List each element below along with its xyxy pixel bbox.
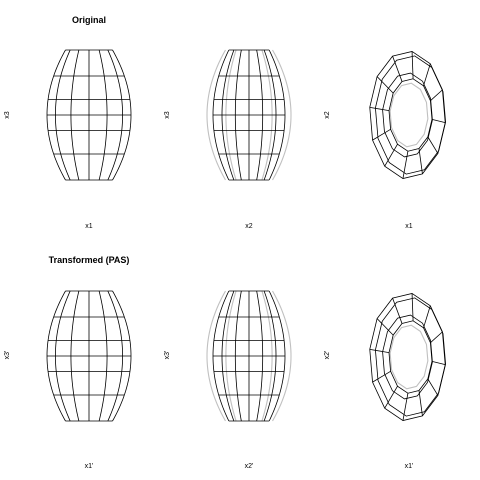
polygon-ring-0 bbox=[370, 293, 445, 420]
y-axis-label: x3' bbox=[4, 351, 11, 360]
panel-original-x2-x3: x2 x3 bbox=[164, 50, 291, 230]
panel-transformed-x1-x2: x1' x2' bbox=[324, 293, 446, 470]
radial-spoke-5 bbox=[419, 149, 422, 174]
x-axis-label: x1' bbox=[85, 463, 94, 470]
x-axis-label: x1 bbox=[405, 223, 413, 230]
radial-spoke-6 bbox=[403, 393, 408, 420]
barrel-side-wireframe bbox=[47, 291, 131, 421]
polygon-ring-0 bbox=[370, 51, 445, 178]
barrel-front-wireframe bbox=[207, 291, 291, 421]
barrel-side-wireframe bbox=[47, 50, 131, 180]
inner-hidden-ring bbox=[390, 325, 428, 389]
panel-transformed-x2-x3: x2' x3' bbox=[164, 291, 291, 470]
radial-spoke-7 bbox=[385, 144, 398, 166]
radial-spoke-2 bbox=[430, 332, 442, 343]
y-axis-label: x3' bbox=[164, 351, 171, 360]
radial-spoke-3 bbox=[432, 119, 445, 122]
radial-spoke-3 bbox=[432, 361, 445, 364]
y-axis-label: x3 bbox=[164, 111, 171, 119]
radial-spoke-9 bbox=[370, 349, 389, 352]
section-title-original: Original bbox=[72, 15, 106, 25]
x-axis-label: x2 bbox=[245, 223, 253, 230]
barrel-top-wireframe bbox=[370, 51, 446, 178]
x-axis-label: x1 bbox=[85, 223, 93, 230]
polygon-ring-3 bbox=[389, 79, 432, 151]
barrel-front-wireframe bbox=[207, 50, 291, 180]
radial-spoke-4 bbox=[428, 137, 438, 154]
y-axis-label: x3 bbox=[4, 111, 11, 119]
radial-spoke-7 bbox=[385, 386, 398, 408]
panel-original-x1-x3: x1 x3 bbox=[4, 50, 131, 230]
radial-spoke-9 bbox=[370, 107, 389, 110]
radial-spoke-2 bbox=[430, 90, 442, 101]
panel-transformed-x1-x3: x1' x3' bbox=[4, 291, 131, 470]
barrel-top-wireframe bbox=[370, 293, 446, 420]
radial-spoke-5 bbox=[419, 391, 422, 416]
y-axis-label: x2' bbox=[324, 351, 331, 360]
radial-spoke-6 bbox=[403, 151, 408, 178]
x-axis-label: x1' bbox=[405, 463, 414, 470]
inner-hidden-ring bbox=[390, 83, 428, 147]
radial-spoke-1 bbox=[423, 306, 430, 328]
y-axis-label: x2 bbox=[324, 111, 331, 119]
radial-spoke-4 bbox=[428, 379, 438, 396]
polygon-ring-3 bbox=[389, 321, 432, 393]
x-axis-label: x2' bbox=[245, 463, 254, 470]
panel-original-x1-x2: x1 x2 bbox=[324, 51, 446, 230]
radial-spoke-1 bbox=[423, 64, 430, 86]
section-title-transformed: Transformed (PAS) bbox=[49, 255, 130, 265]
